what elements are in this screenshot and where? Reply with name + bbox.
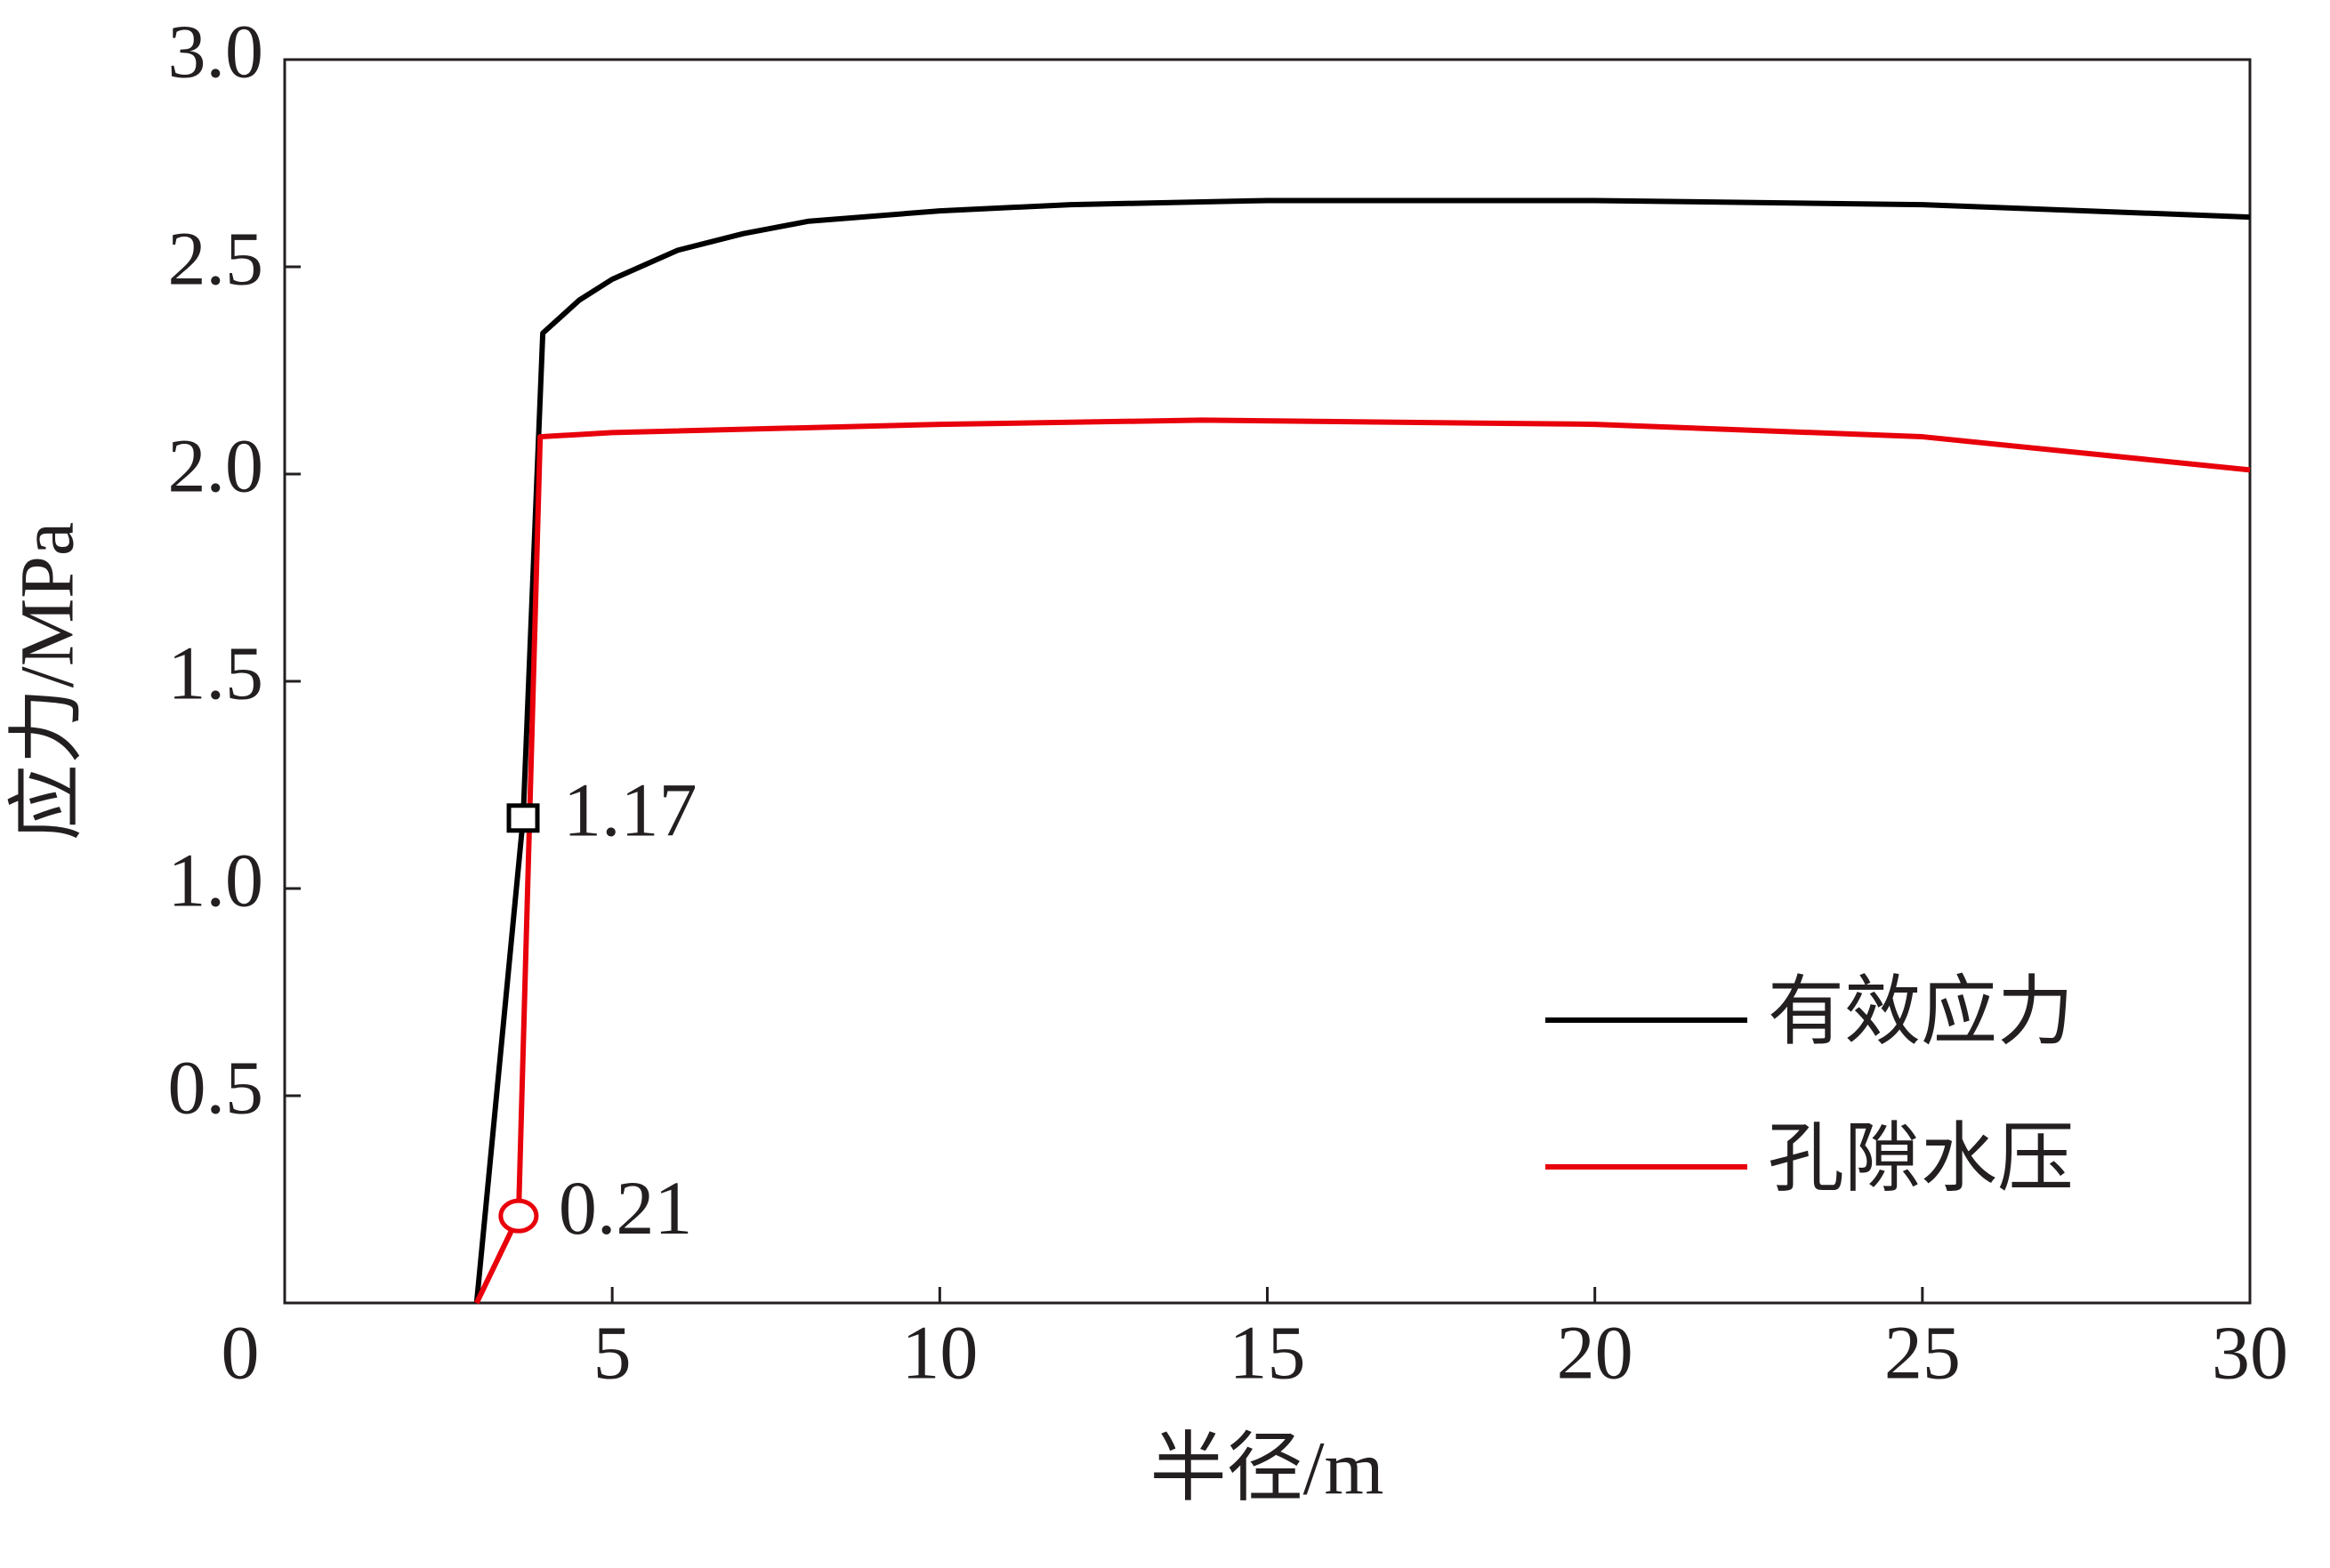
- series-line: [473, 197, 2251, 1304]
- annotation-label: 1.17: [563, 768, 697, 853]
- x-tick-label: 30: [2212, 1310, 2288, 1395]
- x-tick-label: 20: [1557, 1310, 1633, 1395]
- x-tick-label: 25: [1884, 1310, 1961, 1395]
- legend-label: 孔隙水压: [1768, 1116, 2074, 1202]
- y-tick-label: 1.5: [168, 631, 264, 716]
- plot-frame: [283, 58, 2252, 1305]
- y-tick-label: 2.5: [168, 216, 264, 302]
- x-axis-label: 半径/m: [1150, 1426, 1384, 1511]
- y-axis-label: 应力/MPa: [4, 522, 90, 840]
- x-tick-label: 15: [1229, 1310, 1306, 1395]
- y-tick-label: 0.5: [168, 1045, 264, 1130]
- x-tick-label: 10: [901, 1310, 978, 1395]
- legend-label: 有效应力: [1768, 969, 2074, 1055]
- y-tick-label: 1.0: [168, 838, 264, 923]
- annotation-label: 0.21: [559, 1165, 693, 1250]
- series-line: [474, 417, 2251, 1305]
- x-tick-label: 5: [593, 1310, 632, 1395]
- x-tick-label: 0: [222, 1310, 260, 1395]
- y-tick-label: 3.0: [168, 9, 264, 94]
- y-tick-label: 2.0: [168, 423, 264, 509]
- annotation-marker: [498, 1198, 539, 1234]
- annotation-marker: [506, 803, 540, 833]
